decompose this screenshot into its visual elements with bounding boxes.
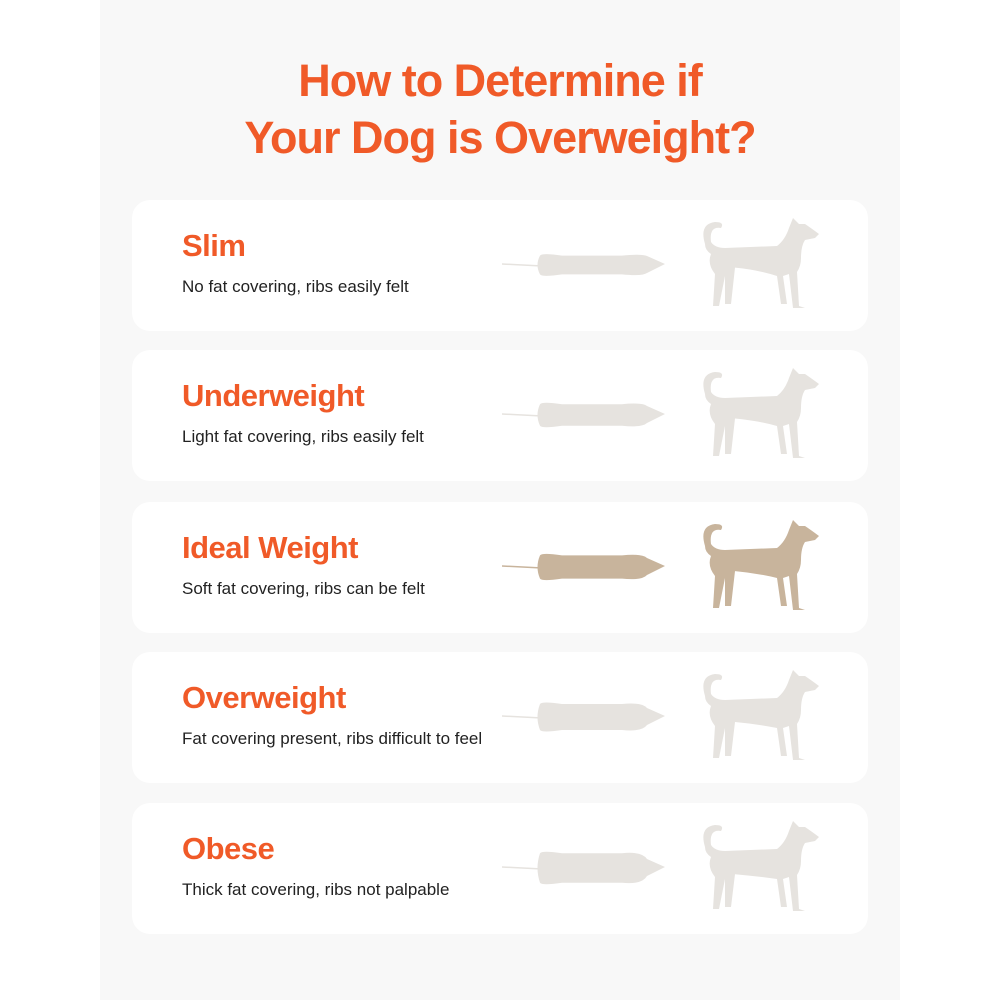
- level-description: Thick fat covering, ribs not palpable: [182, 880, 450, 899]
- title-line-2: Your Dog is Overweight?: [244, 112, 756, 163]
- weight-level-card: Underweight Light fat covering, ribs eas…: [132, 350, 868, 481]
- dog-side-view-icon: [703, 520, 819, 610]
- dog-side-view-icon: [703, 821, 819, 911]
- dog-top-view-icon: [502, 402, 665, 428]
- dog-top-view-icon: [502, 851, 665, 885]
- level-description: No fat covering, ribs easily felt: [182, 277, 409, 296]
- dog-side-view-icon: [703, 670, 819, 760]
- dog-top-view-icon: [502, 553, 665, 581]
- page-title: How to Determine if Your Dog is Overweig…: [100, 52, 900, 166]
- weight-level-card: Slim No fat covering, ribs easily felt: [132, 200, 868, 331]
- level-name: Ideal Weight: [182, 530, 359, 565]
- level-name: Obese: [182, 831, 275, 866]
- weight-level-card: Ideal Weight Soft fat covering, ribs can…: [132, 502, 868, 633]
- weight-level-card: Obese Thick fat covering, ribs not palpa…: [132, 803, 868, 934]
- level-name: Overweight: [182, 680, 346, 715]
- level-name: Slim: [182, 228, 246, 263]
- level-description: Light fat covering, ribs easily felt: [182, 427, 424, 446]
- dog-side-view-icon: [703, 218, 819, 308]
- dog-side-view-icon: [703, 368, 819, 458]
- title-line-1: How to Determine if: [298, 55, 703, 106]
- level-name: Underweight: [182, 378, 365, 413]
- weight-level-card: Overweight Fat covering present, ribs di…: [132, 652, 868, 783]
- level-description: Fat covering present, ribs difficult to …: [182, 729, 483, 748]
- dog-top-view-icon: [502, 702, 665, 732]
- dog-top-view-icon: [502, 254, 665, 276]
- level-description: Soft fat covering, ribs can be felt: [182, 579, 425, 598]
